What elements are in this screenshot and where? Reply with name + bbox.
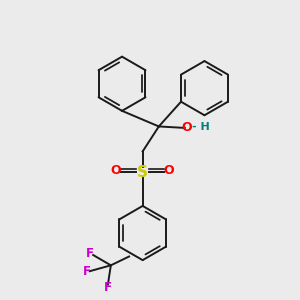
Text: O: O [182, 122, 192, 134]
Text: F: F [104, 281, 112, 295]
Text: F: F [83, 265, 91, 278]
Text: F: F [86, 247, 94, 260]
Text: S: S [137, 165, 148, 180]
Text: - H: - H [192, 122, 209, 132]
Text: O: O [111, 164, 122, 177]
Text: O: O [164, 164, 175, 177]
